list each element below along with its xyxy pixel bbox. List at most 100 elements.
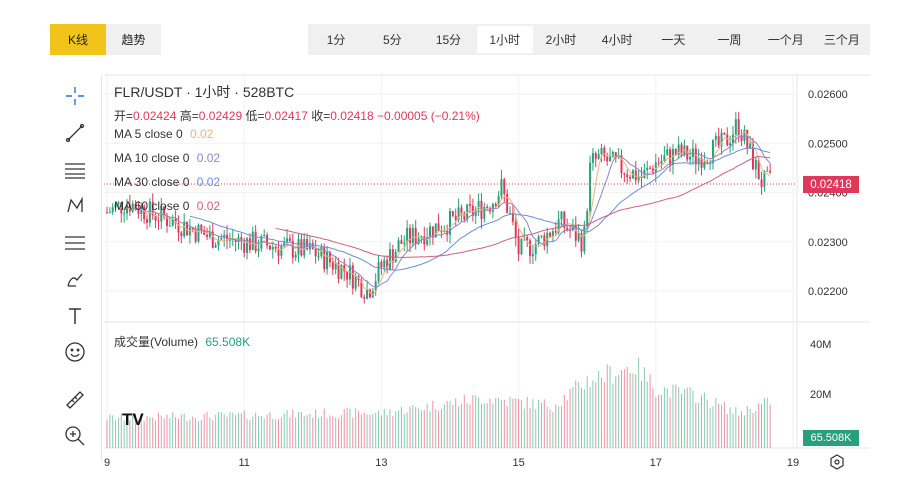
candle-body — [346, 271, 349, 280]
candle-body — [243, 241, 246, 253]
chart-settings-icon[interactable] — [829, 454, 845, 473]
ma-line — [118, 131, 771, 296]
candle-body — [646, 167, 649, 171]
candle-body — [437, 223, 440, 232]
interval-tab[interactable]: 15分 — [435, 33, 462, 47]
volume-label: 成交量(Volume) — [114, 335, 199, 349]
candle-body — [537, 236, 540, 245]
candle-body — [640, 176, 643, 178]
candle-body — [757, 159, 760, 180]
candle-body — [534, 244, 537, 255]
candle-body — [314, 248, 317, 257]
candle-body — [549, 232, 552, 237]
candle-body — [323, 246, 326, 270]
candle-body — [423, 236, 426, 245]
candle-body — [694, 148, 697, 165]
zoom-in-icon[interactable] — [62, 423, 88, 449]
interval-tab[interactable]: 三个月 — [823, 33, 860, 47]
candle-body — [260, 236, 263, 249]
candle-body — [174, 218, 177, 224]
interval-tab[interactable]: 一天 — [661, 33, 686, 47]
candle-body — [397, 240, 400, 252]
volume-value: 65.508K — [205, 335, 251, 349]
candle-body — [206, 234, 209, 237]
candle-body — [483, 206, 486, 219]
ruler-icon[interactable] — [62, 387, 88, 413]
pattern-icon[interactable] — [62, 193, 88, 219]
candle-body — [128, 204, 131, 212]
candle-body — [266, 234, 269, 246]
horizontal-lines-icon[interactable] — [62, 157, 88, 183]
low-label: 低= — [245, 109, 265, 123]
ma-value: 0.02 — [196, 151, 221, 165]
ma-line — [275, 155, 771, 259]
candle-body — [760, 179, 763, 187]
open-value: 0.02424 — [133, 109, 177, 123]
ohlc-legend: 开=0.02424 高=0.02429 低=0.02417 收=0.02418 … — [114, 107, 480, 124]
candle-body — [520, 238, 523, 255]
candle-body — [171, 218, 174, 226]
candle-body — [517, 237, 520, 255]
brush-icon[interactable] — [62, 267, 88, 293]
emoji-icon[interactable] — [62, 339, 88, 365]
candle-body — [151, 201, 154, 216]
candle-body — [729, 143, 732, 146]
candle-body — [246, 238, 249, 253]
fib-retracement-icon[interactable] — [62, 230, 88, 256]
trend-line-icon[interactable] — [62, 120, 88, 146]
candle-body — [477, 200, 480, 210]
price-tick: 0.02500 — [808, 138, 848, 150]
candle-body — [589, 162, 592, 212]
candle-body — [220, 237, 223, 240]
candle-body — [531, 254, 534, 257]
candle-body — [343, 265, 346, 272]
interval-tab[interactable]: 5分 — [382, 33, 402, 47]
interval-tab[interactable]: 1小时 — [476, 26, 533, 53]
candle-body — [543, 235, 546, 247]
candle-body — [211, 231, 214, 248]
candle-body — [614, 152, 617, 158]
candle-body — [634, 170, 637, 181]
candle-body — [620, 155, 623, 174]
interval-tab[interactable]: 2小时 — [545, 33, 577, 47]
open-label: 开= — [114, 109, 134, 123]
ma-line — [132, 135, 771, 288]
candle-body — [586, 211, 589, 227]
candle-body — [597, 154, 600, 159]
candle-body — [569, 229, 572, 231]
candle-body — [400, 240, 403, 244]
candle-body — [580, 233, 583, 252]
candle-body — [411, 228, 414, 244]
close-label: 收= — [311, 109, 331, 123]
ma-label: MA 10 close 0 — [114, 151, 190, 165]
price-tick: 0.02200 — [808, 286, 848, 298]
crosshair-icon[interactable] — [62, 83, 88, 109]
interval-tab[interactable]: 一个月 — [767, 33, 804, 47]
volume-legend: 成交量(Volume) 65.508K — [114, 333, 250, 350]
candle-body — [766, 170, 769, 172]
candle-body — [551, 231, 554, 237]
candle-body — [366, 289, 369, 299]
candle-body — [577, 233, 580, 241]
candle-body — [651, 168, 654, 173]
candle-body — [471, 205, 474, 217]
kline-tab[interactable]: K线 — [50, 24, 106, 55]
candle-body — [111, 207, 114, 213]
candle-body — [466, 204, 469, 220]
candle-body — [157, 220, 160, 222]
interval-tab[interactable]: 一周 — [717, 33, 742, 47]
candle-body — [131, 203, 134, 212]
candle-body — [183, 221, 186, 237]
candle-body — [166, 216, 169, 226]
candle-body — [403, 242, 406, 244]
candle-body — [154, 215, 157, 221]
text-icon[interactable] — [62, 303, 88, 329]
candle-body — [609, 156, 612, 162]
trend-tab[interactable]: 趋势 — [106, 24, 161, 55]
interval-tab[interactable]: 1分 — [326, 33, 346, 47]
interval-tab[interactable]: 4小时 — [601, 33, 633, 47]
candle-body — [700, 158, 703, 168]
candle-body — [191, 227, 194, 230]
candle-body — [334, 262, 337, 270]
